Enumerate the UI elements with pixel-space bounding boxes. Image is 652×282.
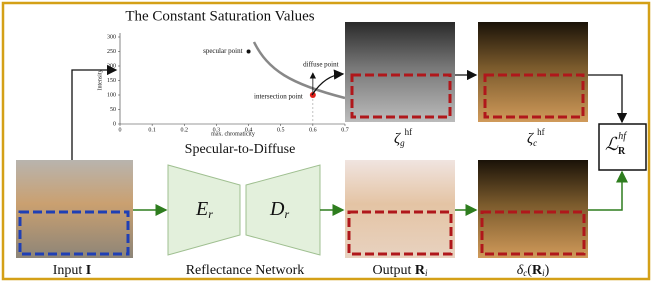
arrow [588, 75, 622, 122]
photo-input [16, 160, 133, 258]
x-tick-label: 0 [119, 127, 122, 133]
y-tick-label: 150 [107, 78, 116, 84]
zeta-c: ζchf [527, 127, 545, 148]
x-tick-label: 0.7 [341, 127, 349, 133]
specular-label: specular point [203, 47, 243, 55]
y-label: Intensity [97, 70, 103, 91]
x-tick-label: 0.3 [213, 127, 221, 133]
x-tick-label: 0.4 [245, 127, 253, 133]
plot-title: The Constant Saturation Values [125, 8, 314, 24]
x-tick-label: 0.6 [309, 127, 317, 133]
photo-gray [345, 22, 455, 122]
photo-output [345, 160, 455, 258]
y-tick-label: 0 [113, 121, 116, 127]
photo-delta [478, 160, 588, 258]
arrow [588, 172, 622, 210]
y-tick-label: 200 [107, 63, 116, 69]
zeta-g: ζghf [394, 127, 412, 148]
arrow [312, 74, 343, 95]
specular-point [247, 50, 251, 54]
x-tick-label: 0.2 [181, 127, 189, 133]
y-tick-label: 100 [107, 92, 116, 98]
input-label: Input I [53, 263, 92, 278]
diffuse-label: diffuse point [303, 61, 339, 69]
x-tick-label: 0.5 [277, 127, 285, 133]
y-tick-label: 250 [107, 49, 116, 55]
output-label: Output Ri [372, 263, 428, 278]
y-tick-label: 50 [110, 107, 116, 113]
photo-color [478, 22, 588, 122]
saturation-plot: The Constant Saturation Values max. chro… [97, 8, 348, 157]
y-tick-label: 300 [107, 34, 116, 40]
saturation-curve [254, 42, 345, 98]
figure: The Constant Saturation Values max. chro… [0, 0, 652, 282]
delta-label: δc(Ri) [517, 263, 550, 278]
x-tick-label: 0.1 [148, 127, 156, 133]
intersection-label: intersection point [254, 93, 303, 101]
network-label: Reflectance Network [186, 263, 305, 278]
plot-caption: Specular-to-Diffuse [185, 142, 296, 157]
